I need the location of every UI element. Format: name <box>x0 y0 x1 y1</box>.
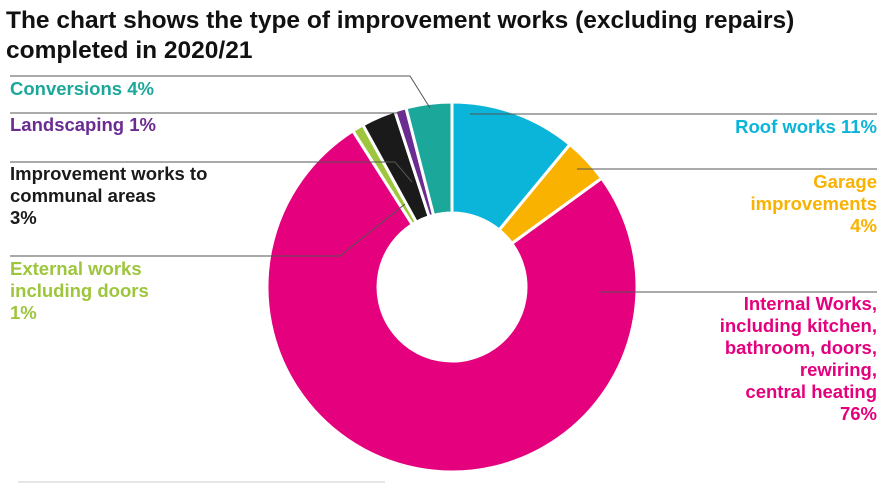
slice-label-line: Internal Works, <box>744 293 877 314</box>
slice-conversions-4 <box>404 100 454 217</box>
leader-line-improvement-works-to <box>10 161 413 183</box>
slice-labels: Roof works 11% Garage improvements 4% Intern… <box>10 78 877 424</box>
chart-title-line-2: completed in 2020/21 <box>6 37 252 64</box>
slice-label-line: communal areas <box>10 185 156 206</box>
slice-label-line: central heating <box>745 381 877 402</box>
donut-slices <box>265 100 639 474</box>
slice-label-internal-works: Internal Works, including kitchen, bathroo… <box>720 293 877 424</box>
slice-label-line: 4% <box>850 215 877 236</box>
slice-label-line: including doors <box>10 280 149 301</box>
slice-label-line: External works <box>10 258 142 279</box>
leader-lines <box>10 75 877 293</box>
slice-label-line: bathroom, doors, <box>725 337 877 358</box>
slice-label-line: Conversions 4% <box>10 78 154 99</box>
chart-title-line-1: The chart shows the type of improvement … <box>6 7 794 34</box>
leader-line-external-works <box>10 203 406 257</box>
slice-label-line: improvements <box>751 193 877 214</box>
slice-label-line: 1% <box>10 302 37 323</box>
slice-label-landscaping-1: Landscaping 1% <box>10 114 156 135</box>
slice-label-external-works: External works including doors 1% <box>10 258 149 323</box>
slice-label-line: Garage <box>813 171 877 192</box>
slice-label-line: 76% <box>840 403 877 424</box>
slice-label-conversions-4: Conversions 4% <box>10 78 154 99</box>
slice-label-line: including kitchen, <box>720 315 877 336</box>
chart-title: The chart shows the type of improvement … <box>6 7 794 64</box>
slice-label-improvement-works-to: Improvement works to communal areas 3% <box>10 163 207 228</box>
slice-internal-works <box>265 129 639 474</box>
leader-line-conversions-4 <box>10 75 431 109</box>
slice-label-line: 3% <box>10 207 37 228</box>
slice-label-line: Improvement works to <box>10 163 207 184</box>
slice-label-garage: Garage improvements 4% <box>751 171 877 236</box>
slice-label-roof-works-11: Roof works 11% <box>735 116 877 137</box>
slice-label-line: rewiring, <box>800 359 877 380</box>
slice-label-line: Roof works 11% <box>735 116 877 137</box>
slice-label-line: Landscaping 1% <box>10 114 156 135</box>
